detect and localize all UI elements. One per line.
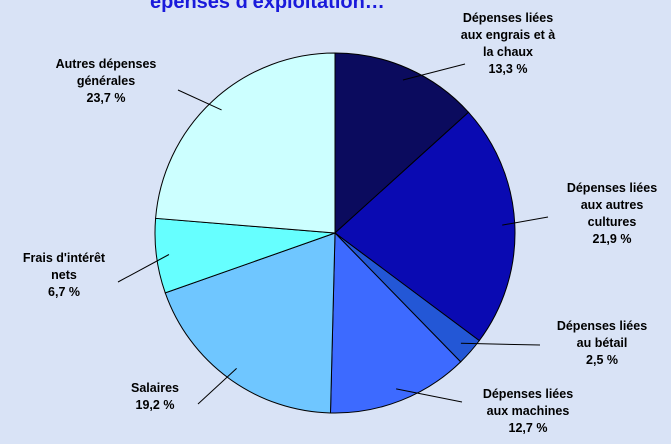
slice-label-5: Salaires 19,2 % [131, 381, 179, 412]
slice-name-label: nets [51, 268, 77, 282]
pie-slices [154, 52, 516, 414]
slice-name-label: Autres dépenses [56, 57, 157, 71]
slice-name-label: Dépenses liées [483, 387, 573, 401]
slice-value-label: 19,2 % [136, 398, 175, 412]
slice-name-label: Dépenses liées [463, 11, 553, 25]
leader-line-3 [460, 342, 541, 346]
leader-line-7 [177, 89, 222, 111]
slice-label-4: Dépenses liées aux machines 12,7 % [483, 387, 573, 435]
slice-value-label: 6,7 % [48, 285, 80, 299]
slice-name-label: cultures [588, 215, 637, 229]
pie-slice-7 [155, 52, 336, 234]
slice-name-label: au bétail [577, 336, 628, 350]
slice-value-label: 12,7 % [509, 421, 548, 435]
slice-value-label: 13,3 % [489, 62, 528, 76]
slice-value-label: 23,7 % [87, 91, 126, 105]
slice-name-label: Salaires [131, 381, 179, 395]
slice-name-label: Dépenses liées [567, 181, 657, 195]
leader-line-4 [396, 388, 463, 403]
slice-labels: Dépenses liées aux engrais et à la chaux 13… [23, 11, 657, 435]
leader-line-5 [197, 368, 237, 405]
pie-slice-4 [329, 231, 462, 414]
slice-name-label: générales [77, 74, 135, 88]
leader-line-1 [402, 63, 466, 81]
slice-label-1: Dépenses liées aux engrais et à la chaux 13… [461, 11, 556, 76]
pie-slice-1 [334, 52, 470, 235]
slice-name-label: Frais d'intérêt [23, 251, 106, 265]
slice-name-label: aux engrais et à [461, 28, 556, 42]
slice-name-label: aux autres [581, 198, 644, 212]
slice-label-2: Dépenses liées aux autres cultures 21,9 % [567, 181, 657, 246]
pie-slice-2 [334, 111, 516, 342]
chart-title-fragment: épenses d'exploitation… [150, 0, 385, 13]
slice-value-label: 21,9 % [593, 232, 632, 246]
slice-name-label: aux machines [487, 404, 570, 418]
slice-label-7: Autres dépenses générales 23,7 % [56, 57, 157, 105]
leader-line-2 [502, 216, 549, 226]
slice-value-label: 2,5 % [586, 353, 618, 367]
slice-label-3: Dépenses liées au bétail 2,5 % [557, 319, 647, 367]
slice-label-6: Frais d'intérêt nets 6,7 % [23, 251, 106, 299]
slice-name-label: Dépenses liées [557, 319, 647, 333]
leader-line-6 [117, 254, 170, 283]
leader-lines [117, 63, 549, 405]
slice-name-label: la chaux [483, 45, 533, 59]
